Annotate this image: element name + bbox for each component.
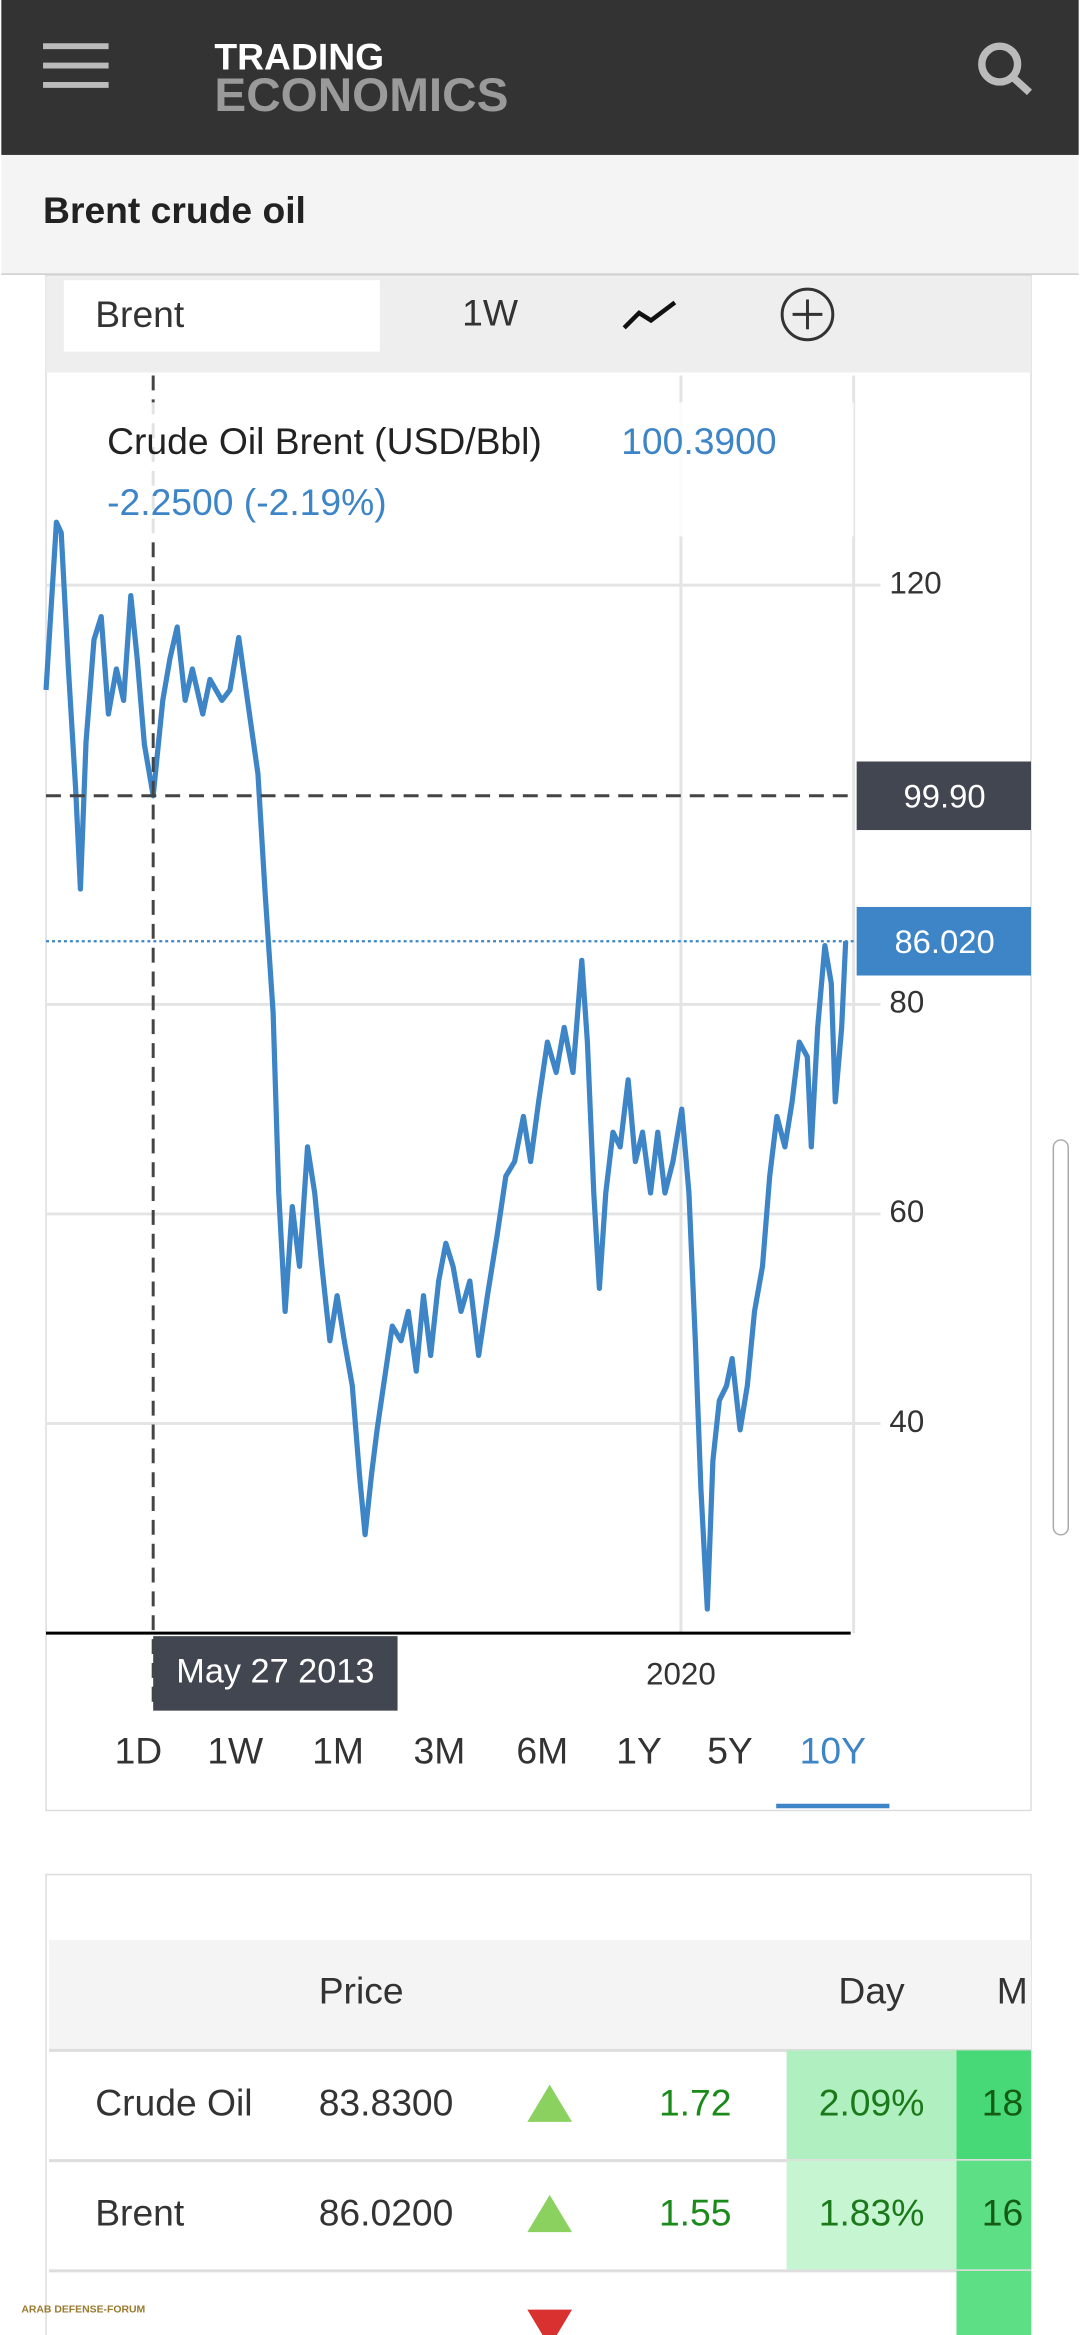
menu-button[interactable] — [43, 43, 109, 88]
range-button[interactable]: 3M — [414, 1730, 466, 1772]
y-tick-label: 40 — [889, 1404, 924, 1439]
y-tick-label: 120 — [889, 565, 941, 600]
interval[interactable]: 1W — [462, 292, 519, 334]
chart-title: Crude Oil Brent (USD/Bbl) — [107, 420, 542, 462]
direction-arrow — [527, 2194, 573, 2233]
row-name: Crude Oil — [95, 2081, 252, 2123]
table-header-cell: Price — [319, 1970, 404, 2012]
page-title: Brent crude oil — [43, 189, 306, 231]
top-bar — [1, 0, 1079, 155]
range-button[interactable]: 1M — [312, 1730, 364, 1772]
chart-price: 100.3900 — [621, 420, 776, 462]
row-change: 1.55 — [659, 2192, 732, 2234]
range-button[interactable]: 1Y — [616, 1730, 662, 1772]
row-price: 83.8300 — [319, 2081, 454, 2123]
range-button[interactable]: 10Y — [800, 1730, 866, 1772]
row-month: 16 — [982, 2192, 1023, 2234]
search-button[interactable] — [978, 42, 1033, 96]
row-pct: 2.09% — [819, 2081, 925, 2123]
add-button[interactable] — [780, 287, 835, 342]
row-month: 18 — [982, 2081, 1023, 2123]
symbol: Brent — [95, 293, 185, 335]
y-tick-label: 60 — [889, 1194, 924, 1229]
direction-arrow — [527, 2084, 573, 2122]
table-header-cell: M — [997, 1970, 1028, 2012]
row-price: 86.0200 — [319, 2192, 454, 2234]
watermark: ARAB DEFENSE-FORUM — [21, 2304, 145, 2315]
crosshair-x-tag — [153, 1636, 398, 1711]
chart-type-button[interactable] — [622, 300, 677, 330]
month-cell — [956, 2050, 1031, 2160]
logo-bottom: ECONOMICS — [214, 69, 508, 122]
range-button[interactable]: 5Y — [707, 1730, 753, 1772]
table-header — [49, 1940, 1031, 2049]
month-cell — [956, 2270, 1031, 2335]
title-bar — [1, 154, 1079, 275]
month-cell — [956, 2160, 1031, 2270]
price-line — [43, 519, 849, 1612]
row-change: 1.72 — [659, 2081, 732, 2123]
last-value-label: 86.020 — [894, 923, 994, 960]
crosshair-x-label: May 27 2013 — [176, 1652, 374, 1690]
range-button[interactable]: 1W — [207, 1730, 264, 1772]
direction-arrow — [527, 2309, 573, 2335]
chart-change: -2.2500 (-2.19%) — [107, 481, 387, 523]
pct-cell — [786, 2050, 957, 2160]
row-name: Brent — [95, 2192, 185, 2234]
table-header-cell: Day — [838, 1970, 905, 2012]
crosshair-y-label: 99.90 — [904, 777, 986, 814]
y-tick-label: 80 — [889, 985, 924, 1020]
row-pct: 1.83% — [819, 2192, 925, 2234]
x-tick-label: 2020 — [646, 1657, 716, 1692]
symbol-box[interactable] — [63, 280, 380, 352]
range-button[interactable]: 1D — [115, 1730, 163, 1772]
legend-bg — [90, 402, 854, 537]
range-button[interactable]: 6M — [516, 1730, 568, 1772]
scrollbar — [1052, 1139, 1069, 1536]
crosshair-y-tag — [856, 761, 1031, 831]
logo-top: TRADING — [214, 35, 384, 77]
pct-cell — [786, 2160, 957, 2270]
last-value-tag — [856, 906, 1031, 976]
